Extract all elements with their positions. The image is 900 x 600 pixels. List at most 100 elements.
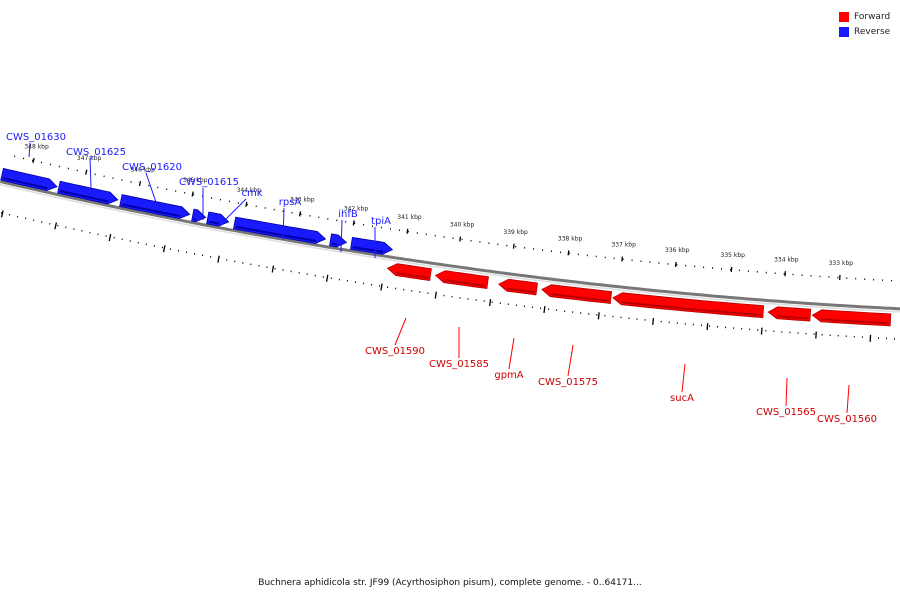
tick-label: 336 kbp [665,247,690,254]
major-tick [489,299,492,307]
major-tick [271,265,275,273]
leader-line [28,142,31,158]
gene-arrow-gpma-shade [507,287,535,294]
major-tick [138,180,142,187]
major-tick [191,191,194,197]
major-tick [85,169,88,175]
major-tick [567,250,570,256]
major-tick [459,236,462,242]
gene-arrow-cws-01620-shade [121,203,181,218]
gene-label-cws-01585: CWS_01585 [429,359,489,370]
gene-arrow-cws-01565-shade [776,315,809,320]
gene-label-cws-01575: CWS_01575 [538,377,598,388]
forward-swatch [839,11,849,22]
gene-arrow-cws-01630-shade [2,177,48,190]
leader-line [220,198,247,225]
backbone-line [0,180,900,311]
tick-label: 338 kbp [558,236,583,243]
major-tick [434,291,437,299]
gene-arrow-cws-01625-shade [59,190,109,203]
gene-label-tpia: tpiA [371,216,391,227]
legend: Forward Reverse [839,9,890,39]
gene-arrow-cws-01590-shade [395,272,429,279]
gene-arrow-ihfb-shade [331,242,338,246]
leader-line [282,207,285,241]
leader-line [508,337,515,370]
legend-label-forward: Forward [854,11,891,22]
leader-line [846,384,850,414]
tick-label: 348 kbp [24,143,49,150]
gene-arrow-suca-shade [621,301,762,316]
major-tick [652,317,655,326]
gene-label-cmk: cmk [241,188,262,199]
major-tick [512,243,515,249]
gene-label-suca: sucA [670,393,694,404]
leader-line [340,219,343,253]
major-tick [543,305,546,314]
leader-line [89,157,92,189]
major-tick [298,211,302,217]
tick-label: 333 kbp [829,260,854,267]
gene-label-cws-01620: CWS_01620 [122,162,182,173]
major-tick [621,256,624,262]
major-tick [245,201,248,207]
major-tick [0,210,4,218]
major-tick [32,157,35,164]
major-tick [108,234,112,242]
major-tick [352,220,355,226]
legend-item-forward: Forward [839,9,890,24]
map-caption: Buchnera aphidicola str. JF99 (Acyrthosi… [258,578,642,588]
tick-label: 345 kbp [183,177,208,184]
gene-arrow-cws-01630 [0,167,58,192]
gene-arrow-cws-01560-shade [821,318,889,325]
tick-label: 342 kbp [344,206,369,213]
legend-label-reverse: Reverse [854,26,891,37]
major-tick [325,274,329,282]
backbone-shadow [0,183,900,313]
gene-arrow-cmk-shade [208,220,220,225]
gene-label-cws-01560: CWS_01560 [817,414,877,425]
tick-label: 335 kbp [721,252,746,259]
leader-line [785,377,788,407]
major-tick [54,222,58,230]
tick-label: 340 kbp [450,222,475,229]
legend-item-reverse: Reverse [839,24,890,39]
tick-label: 344 kbp [237,187,262,194]
tick-label: 347 kbp [77,155,102,162]
tick-label: 339 kbp [503,229,528,236]
leader-line [394,317,407,346]
major-tick [406,228,409,234]
tick-label: 341 kbp [397,214,422,221]
gene-arrow-ihfb [329,233,348,248]
leader-line [145,172,159,209]
gene-label-cws-01590: CWS_01590 [365,346,425,357]
gene-arrow-rpsa-shade [235,225,317,242]
gene-arrow-cws-01625 [57,180,119,205]
major-tick [380,283,383,291]
tick-label: 343 kbp [290,197,315,204]
gene-arrow-cws-01615 [191,208,207,223]
gene-arrow-tpia [350,236,394,255]
gene-label-cws-01625: CWS_01625 [66,147,126,158]
major-tick [162,245,166,253]
gene-label-cws-01630: CWS_01630 [6,132,66,143]
major-tick [760,327,763,335]
gene-label-gpma: gpmA [494,370,523,381]
leader-line [681,363,686,393]
major-tick [706,323,709,331]
gene-arrow-cws-01585-shade [443,279,486,287]
gene-arrow-cws-01620 [119,194,191,219]
gene-label-rpsa: rpsA [279,197,302,208]
gene-arrow-cws-01575-shade [550,293,609,302]
gene-label-ihfb: ihfB [338,209,358,220]
gene-label-cws-01615: CWS_01615 [179,177,239,188]
gene-arrow-rpsa [233,216,327,244]
major-tick [597,312,600,320]
tick-label: 337 kbp [611,242,636,249]
tick-label: 346 kbp [130,166,155,173]
major-tick [217,255,220,263]
reverse-swatch [839,26,849,37]
gene-label-cws-01565: CWS_01565 [756,407,816,418]
